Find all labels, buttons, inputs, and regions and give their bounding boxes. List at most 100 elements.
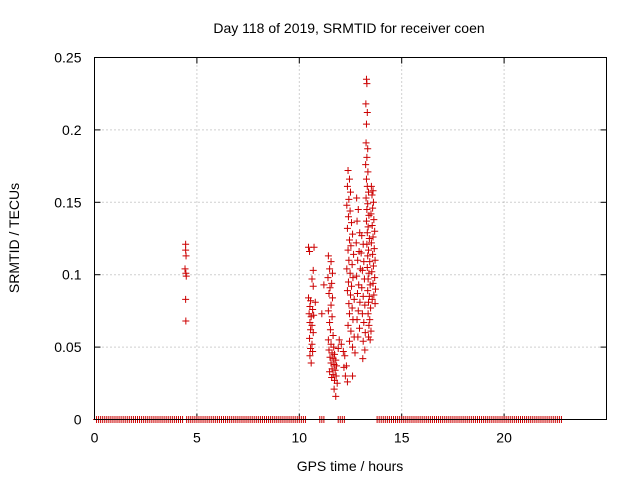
data-point	[344, 278, 352, 286]
data-point	[366, 316, 374, 324]
data-point	[343, 265, 351, 273]
data-point	[309, 266, 317, 274]
data-point	[371, 227, 379, 235]
x-tick-label: 0	[91, 430, 99, 446]
data-point	[331, 366, 339, 374]
data-point	[326, 368, 334, 376]
data-point	[341, 352, 349, 360]
data-point	[182, 295, 190, 303]
data-point	[326, 353, 334, 361]
data-point	[181, 265, 189, 273]
data-point	[328, 313, 336, 321]
data-point	[363, 109, 371, 117]
data-point	[354, 333, 362, 341]
y-tick-label: 0.25	[54, 50, 81, 66]
data-point	[353, 290, 361, 298]
data-point	[341, 372, 349, 380]
data-point	[369, 204, 377, 212]
data-point	[366, 281, 374, 289]
data-point	[358, 266, 366, 274]
data-point	[344, 166, 352, 174]
data-point	[330, 343, 338, 351]
data-point	[363, 206, 371, 214]
data-point	[362, 161, 370, 169]
data-point	[327, 258, 335, 266]
data-points	[93, 75, 565, 423]
tick-labels: 0 5 10 15 20 0 0.05 0.1 0.15 0.2 0.25	[54, 50, 512, 446]
data-point	[306, 334, 314, 342]
data-point	[308, 321, 316, 329]
data-point	[362, 120, 370, 128]
data-point	[369, 187, 377, 195]
data-point	[371, 300, 379, 308]
data-point	[345, 175, 353, 183]
data-point	[337, 340, 345, 348]
data-point	[360, 318, 368, 326]
data-point	[348, 219, 356, 227]
data-point	[326, 318, 334, 326]
data-point	[354, 256, 362, 264]
data-point	[333, 362, 341, 370]
y-tick-label: 0.05	[54, 339, 81, 355]
data-point	[324, 252, 332, 260]
data-point	[353, 194, 361, 202]
data-point	[367, 182, 375, 190]
data-point	[344, 246, 352, 254]
data-point	[364, 145, 372, 153]
data-point	[369, 233, 377, 241]
data-point	[359, 292, 367, 300]
data-point	[365, 246, 373, 254]
data-point	[357, 249, 365, 257]
data-point	[353, 316, 361, 324]
data-point	[349, 230, 357, 238]
data-point	[367, 327, 375, 335]
grid	[94, 57, 607, 420]
data-point	[308, 340, 316, 348]
data-point	[307, 359, 315, 367]
y-axis-label: SRMTID / TECUs	[6, 183, 22, 293]
data-point	[311, 298, 319, 306]
data-point	[362, 194, 370, 202]
data-point	[328, 294, 336, 302]
data-point	[320, 281, 328, 289]
data-point	[309, 329, 317, 337]
data-point	[347, 291, 354, 299]
data-point	[343, 201, 351, 209]
data-point	[343, 182, 351, 190]
data-point	[343, 224, 351, 232]
data-point	[350, 295, 358, 303]
data-point	[344, 213, 352, 221]
data-point	[354, 206, 362, 214]
data-point	[359, 355, 367, 363]
data-point	[365, 269, 373, 277]
data-point	[361, 301, 369, 309]
x-tick-label: 5	[193, 430, 201, 446]
data-point	[362, 175, 370, 183]
data-point	[360, 258, 368, 266]
data-point	[326, 284, 334, 292]
data-point	[361, 329, 369, 337]
data-point	[348, 282, 356, 290]
data-point	[364, 168, 372, 176]
data-point	[353, 272, 361, 280]
data-point	[345, 300, 353, 308]
data-point	[364, 287, 372, 295]
data-point	[348, 261, 356, 269]
data-point	[345, 195, 353, 203]
data-point	[366, 258, 374, 266]
data-point	[345, 236, 353, 244]
data-point	[354, 307, 362, 315]
data-point	[346, 269, 354, 277]
y-tick-label: 0.15	[54, 194, 81, 210]
data-point	[334, 345, 342, 353]
data-point	[307, 297, 315, 305]
data-point	[346, 207, 354, 215]
data-point	[326, 265, 334, 273]
data-point	[345, 337, 353, 345]
axis-ticks	[94, 57, 607, 420]
data-point	[369, 262, 377, 270]
data-point	[327, 301, 335, 309]
data-point	[332, 356, 340, 364]
data-point	[370, 245, 378, 253]
data-point	[306, 352, 314, 360]
